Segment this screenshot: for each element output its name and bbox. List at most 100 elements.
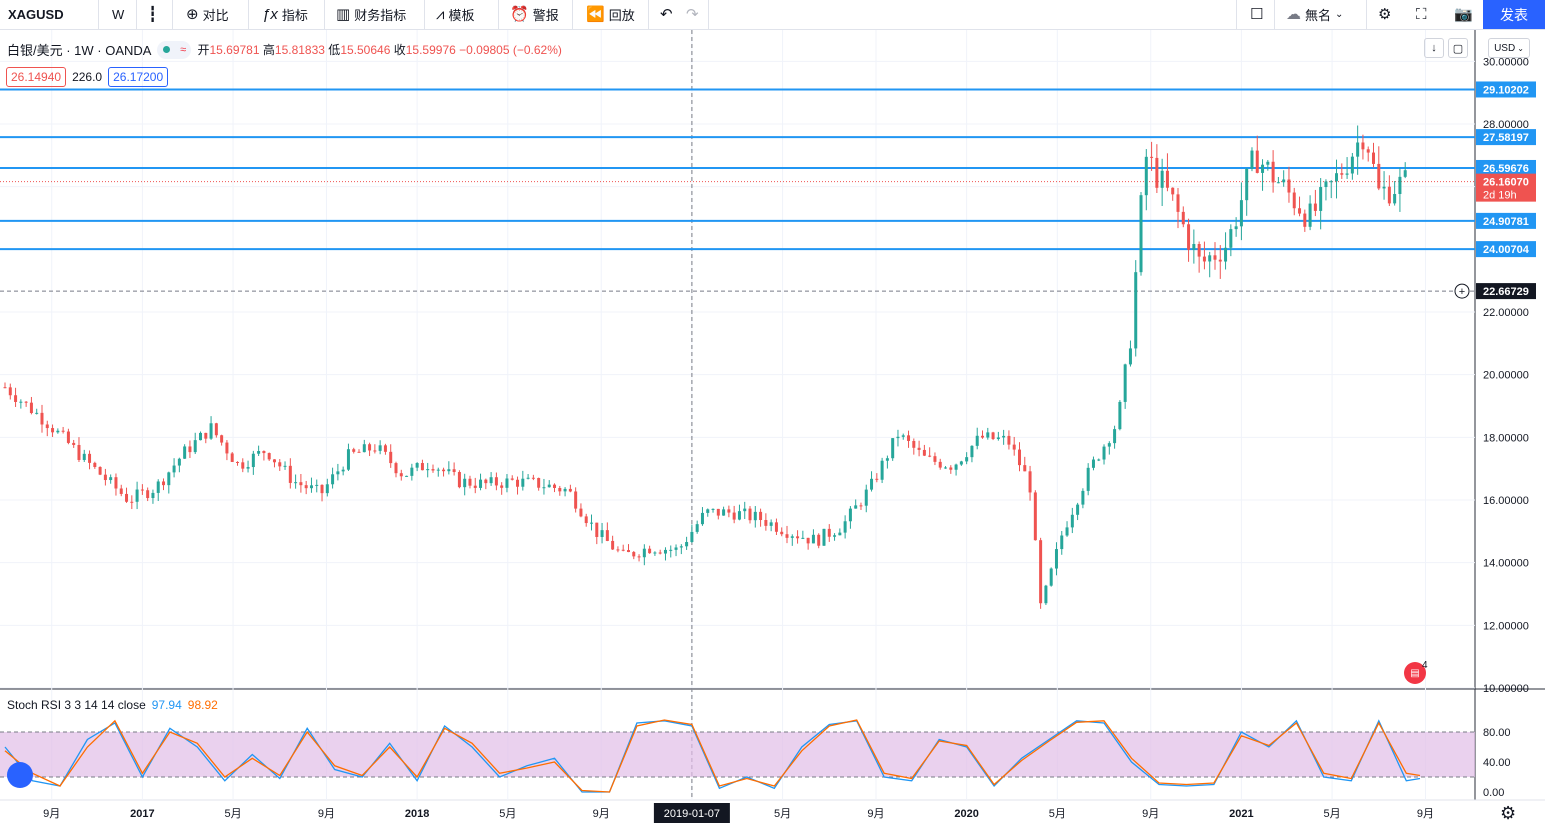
toolbar-divider — [424, 0, 425, 29]
price-tick-label: 20.00000 — [1483, 370, 1529, 382]
candle — [1007, 435, 1011, 445]
candle — [1086, 467, 1090, 491]
candle — [1303, 213, 1307, 227]
sell-button[interactable]: 26.14940 — [6, 67, 67, 87]
settings-button[interactable]: ⚙ — [1372, 0, 1397, 29]
templates-button[interactable]: ⩘ 模板 — [430, 0, 480, 29]
snapshot-button[interactable]: 📷 — [1448, 0, 1479, 29]
candle — [1398, 176, 1402, 194]
toolbar-divider — [324, 0, 325, 29]
stoch-legend[interactable]: Stoch RSI 3 3 14 14 close 97.94 98.92 — [7, 698, 218, 712]
gear-icon[interactable]: ⚙ — [1500, 803, 1517, 823]
maximize-icon: ▢ — [1452, 42, 1464, 55]
candle — [954, 464, 958, 470]
candle — [600, 530, 604, 537]
candle — [1160, 170, 1164, 188]
candle — [1298, 208, 1302, 214]
series-title[interactable]: 白银/美元 · 1W · OANDA — [7, 43, 152, 58]
candle — [426, 469, 430, 471]
candle — [267, 453, 271, 460]
maximize-pane-button[interactable]: ▢ — [1448, 38, 1468, 58]
price-series — [3, 125, 1407, 609]
alerts-label: 警报 — [532, 8, 559, 23]
financials-label: 财务指标 — [354, 8, 407, 23]
candle — [1028, 471, 1032, 493]
candles-icon: ┇ — [148, 6, 158, 23]
buy-button[interactable]: 26.17200 — [108, 67, 169, 87]
indicators-button[interactable]: ƒx 指标 — [256, 0, 314, 29]
news-flag-icon[interactable]: ▤ — [1404, 662, 1426, 684]
candle — [1308, 203, 1312, 227]
candle — [843, 521, 847, 533]
interval-button[interactable]: W — [112, 7, 125, 22]
candle — [1356, 142, 1360, 157]
main-chart[interactable]: 30.0000028.0000026.0000024.0000022.00000… — [0, 30, 1545, 830]
candle — [584, 516, 588, 524]
candle — [553, 484, 557, 488]
candle — [1340, 173, 1344, 175]
ohlc-values: 开15.69781 高15.81833 低15.50646 收15.59976 … — [197, 41, 561, 58]
candle — [880, 460, 884, 480]
chart-type-button[interactable]: ┇ — [142, 0, 163, 29]
candle — [848, 508, 852, 522]
candle — [706, 509, 710, 513]
stoch-label: Stoch RSI 3 3 14 14 close — [7, 698, 146, 712]
candle — [61, 430, 65, 432]
candle — [109, 477, 113, 481]
horizontal-lines[interactable] — [0, 88, 1475, 251]
candle — [1266, 161, 1270, 165]
save-layout-button[interactable]: ☁ 無名 ⌄ — [1280, 0, 1349, 29]
crosshair-date-box — [653, 803, 730, 823]
candle — [1335, 173, 1339, 182]
redo-button[interactable]: ↷ — [680, 0, 705, 29]
candle — [1403, 170, 1407, 177]
candle — [605, 530, 609, 541]
candle — [119, 488, 123, 494]
price-axis[interactable]: 30.0000028.0000026.0000024.0000022.00000… — [43, 56, 1536, 823]
candle — [1229, 229, 1233, 248]
candle — [130, 501, 134, 503]
candle — [1150, 156, 1154, 158]
candle — [653, 552, 657, 554]
market-status-pill[interactable]: ≈ — [157, 40, 192, 59]
candle — [3, 387, 7, 389]
candle — [262, 451, 266, 454]
candle — [1324, 181, 1328, 188]
candle — [1366, 149, 1370, 153]
fullscreen-button[interactable]: ⛶ — [1410, 0, 1433, 29]
financials-button[interactable]: ▥ 财务指标 — [330, 0, 412, 29]
candle — [1134, 272, 1138, 349]
undo-button[interactable]: ↶ — [654, 0, 679, 29]
collapse-pane-button[interactable]: ↓ — [1424, 38, 1444, 58]
candle — [885, 458, 889, 461]
publish-button[interactable]: 发表 — [1483, 0, 1545, 29]
price-tick-label: 14.00000 — [1483, 558, 1529, 570]
candle — [1102, 446, 1106, 460]
time-tick-label: 5月 — [224, 808, 241, 820]
candle — [1155, 157, 1159, 188]
symbol-search[interactable]: XAGUSD — [8, 7, 64, 22]
candle — [431, 469, 435, 471]
candle — [167, 472, 171, 486]
candle — [769, 522, 773, 526]
alerts-button[interactable]: ⏰ 警报 — [504, 0, 565, 29]
toolbar-divider — [1366, 0, 1367, 29]
replay-button[interactable]: ⏪ 回放 — [580, 0, 641, 29]
tradingview-logo-icon — [7, 762, 33, 788]
candle — [394, 463, 398, 474]
layout-select-button[interactable]: ☐ — [1244, 0, 1269, 29]
candle — [516, 479, 520, 487]
candle — [933, 456, 937, 462]
currency-select[interactable]: USD ⌄ — [1488, 38, 1530, 58]
stoch-tick-label: 40.00 — [1483, 757, 1511, 769]
candle — [378, 445, 382, 451]
candle — [1049, 568, 1053, 586]
time-tick-label: 9月 — [43, 808, 60, 820]
candle — [1245, 168, 1249, 201]
candle — [235, 461, 239, 463]
news-count: 4 — [1422, 660, 1428, 671]
time-tick-label: 2018 — [405, 808, 429, 820]
candle — [146, 490, 150, 499]
candle — [1271, 161, 1275, 183]
compare-button[interactable]: ⊕ 对比 — [180, 0, 235, 29]
